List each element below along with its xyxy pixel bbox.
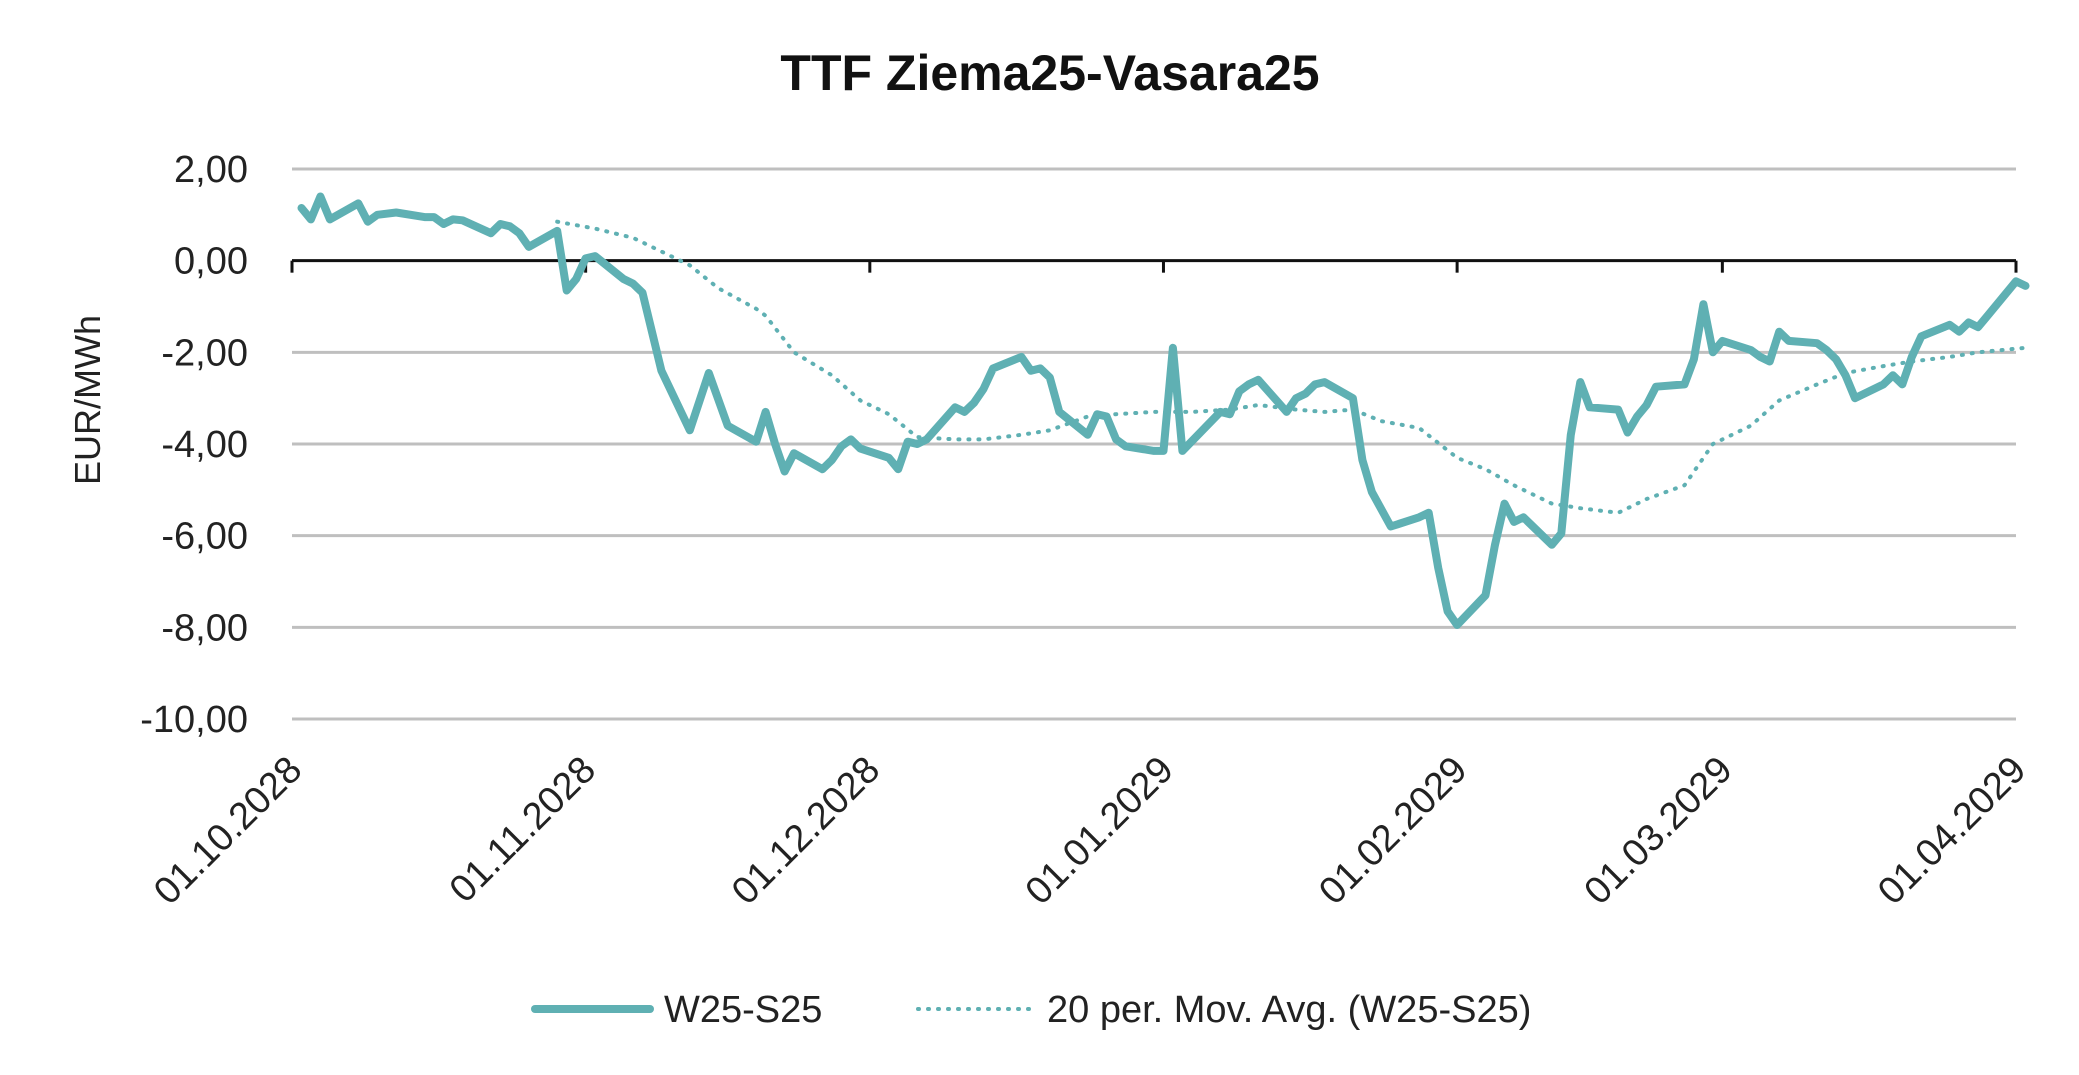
gridlines xyxy=(292,167,2016,721)
x-tick-label: 01.11.2028 xyxy=(442,749,604,911)
y-tick-label: -6,00 xyxy=(161,516,248,558)
y-tick-labels: 2,00 0,00 -2,00 -4,00 -6,00 -8,00 -10,00 xyxy=(140,149,248,741)
x-axis xyxy=(290,259,2018,273)
x-tick-labels: 01.10.2028 01.11.2028 01.12.2028 01.01.2029… xyxy=(146,749,2034,913)
x-tick-label: 01.04.2029 xyxy=(1870,749,2034,913)
legend: W25-S25 20 per. Mov. Avg. (W25-S25) xyxy=(531,989,1531,1031)
legend-label-moving-average: 20 per. Mov. Avg. (W25-S25) xyxy=(1047,989,1531,1031)
series-lines xyxy=(297,192,2030,629)
y-tick-label: -8,00 xyxy=(161,607,248,649)
y-axis-title: EUR/MWh xyxy=(67,315,108,485)
y-tick-label: 0,00 xyxy=(174,241,248,283)
y-tick-label: -10,00 xyxy=(140,699,248,741)
x-tick-label: 01.02.2029 xyxy=(1311,749,1475,913)
y-tick-label: -4,00 xyxy=(161,424,248,466)
x-tick-label: 01.01.2029 xyxy=(1018,749,1182,913)
y-tick-label: 2,00 xyxy=(174,149,248,191)
x-tick-label: 01.10.2028 xyxy=(146,749,310,913)
y-tick-label: -2,00 xyxy=(161,332,248,374)
series-line-moving-average xyxy=(555,219,2028,515)
chart-title: TTF Ziema25-Vasara25 xyxy=(780,45,1319,101)
series-line-w25-s25 xyxy=(297,192,2030,629)
x-tick-label: 01.12.2028 xyxy=(724,749,888,913)
x-tick-label: 01.03.2029 xyxy=(1577,749,1741,913)
legend-label-w25-s25: W25-S25 xyxy=(664,989,822,1031)
